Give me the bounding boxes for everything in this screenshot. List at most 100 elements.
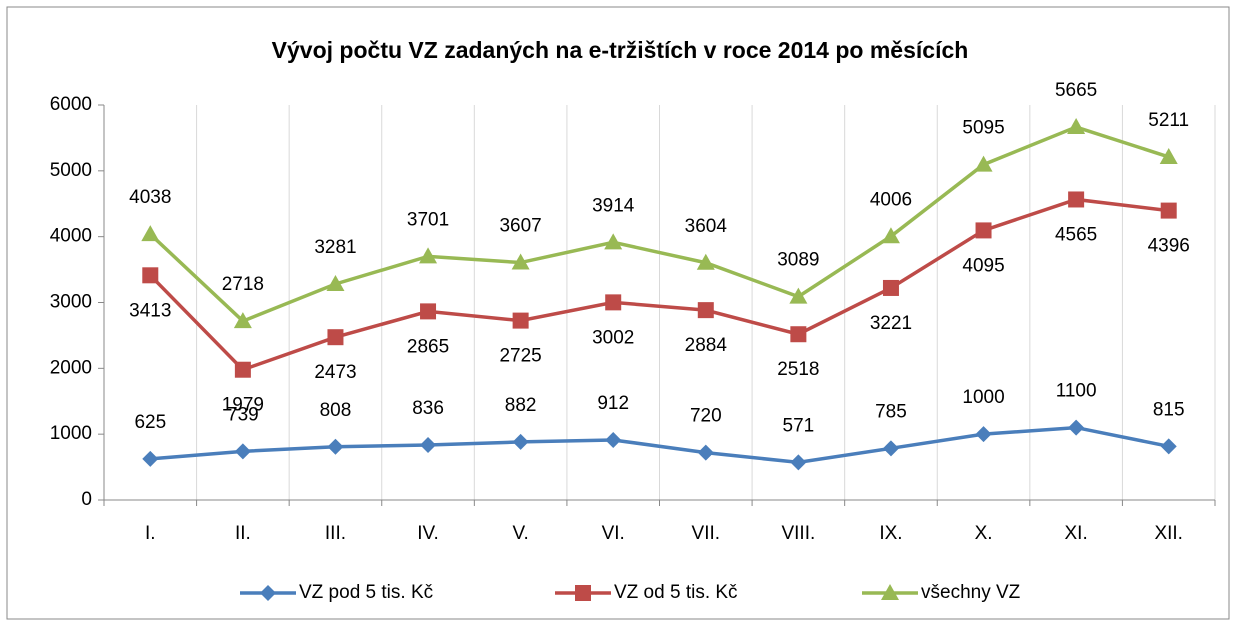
chart-title: Vývoj počtu VZ zadaných na e-tržištích v… (272, 37, 969, 63)
x-tick-label: X. (975, 523, 993, 544)
marker (327, 329, 344, 346)
data-label: 2518 (777, 359, 819, 380)
marker (141, 225, 160, 242)
marker (882, 440, 899, 457)
marker (234, 361, 251, 378)
marker (696, 253, 715, 270)
x-tick-label: II. (235, 523, 251, 544)
x-tick-label: VI. (602, 523, 625, 544)
data-label: 3089 (777, 250, 819, 271)
data-label: 5211 (1148, 110, 1189, 131)
data-label: 3413 (129, 300, 171, 321)
marker (604, 233, 623, 250)
data-label: 3002 (592, 327, 634, 348)
y-tick-label: 4000 (50, 226, 92, 247)
data-label: 1000 (962, 387, 1004, 408)
legend-label: VZ od 5 tis. Kč (614, 582, 738, 603)
marker (697, 302, 714, 319)
data-label: 815 (1153, 399, 1185, 420)
data-label: 4095 (962, 255, 1004, 276)
marker (789, 287, 808, 304)
marker (326, 275, 345, 292)
y-tick-label: 3000 (50, 292, 92, 313)
data-label: 625 (134, 412, 166, 433)
marker (420, 436, 437, 453)
x-tick-label: VIII. (781, 523, 815, 544)
data-label: 5665 (1055, 80, 1097, 101)
data-label: 808 (320, 400, 352, 421)
data-label: 5095 (962, 118, 1004, 139)
data-label: 4565 (1055, 224, 1097, 245)
x-tick-label: V. (513, 523, 529, 544)
data-label: 739 (227, 404, 259, 425)
series-line (149, 125, 1170, 324)
marker (790, 326, 807, 343)
data-label: 3701 (407, 209, 449, 230)
marker (233, 312, 252, 329)
x-tick-label: XI. (1065, 523, 1088, 544)
marker (974, 155, 993, 172)
data-label: 836 (412, 398, 444, 419)
series-line (149, 197, 1169, 372)
data-label: 3221 (870, 313, 912, 334)
data-label: 4396 (1148, 236, 1190, 257)
data-label: 785 (875, 401, 907, 422)
legend-label: všechny VZ (921, 582, 1021, 603)
marker (697, 444, 714, 461)
data-label: 720 (690, 406, 722, 427)
marker (1159, 147, 1178, 164)
marker (512, 433, 529, 450)
marker (260, 585, 276, 601)
series-line (150, 425, 1170, 465)
x-tick-label: VII. (692, 523, 721, 544)
data-label: 3604 (685, 216, 728, 237)
data-label: 912 (597, 393, 629, 414)
marker (234, 443, 251, 460)
marker (881, 227, 900, 244)
marker (327, 438, 344, 455)
marker (1067, 118, 1086, 135)
marker (790, 454, 807, 471)
x-tick-label: XII. (1154, 523, 1183, 544)
marker (142, 267, 159, 284)
data-label: 1979 (222, 395, 264, 416)
marker (511, 253, 530, 270)
marker (975, 222, 992, 239)
marker (575, 585, 591, 601)
data-label: 1100 (1056, 381, 1097, 402)
data-label: 2725 (499, 346, 541, 367)
x-tick-label: III. (325, 523, 346, 544)
y-tick-label: 0 (81, 489, 92, 510)
data-label: 4038 (129, 187, 171, 208)
y-tick-label: 5000 (50, 160, 92, 181)
data-label: 2473 (314, 362, 356, 383)
marker (142, 450, 159, 467)
marker (1068, 191, 1085, 208)
marker (512, 312, 529, 329)
data-label: 2718 (222, 274, 264, 295)
data-label: 4006 (870, 189, 912, 210)
data-label: 3914 (592, 195, 635, 216)
marker (975, 426, 992, 443)
marker (419, 247, 438, 264)
x-tick-label: I. (145, 523, 156, 544)
marker (882, 279, 899, 296)
marker (1160, 202, 1177, 219)
y-tick-label: 2000 (50, 357, 92, 378)
marker (420, 303, 437, 320)
data-label: 571 (783, 415, 815, 436)
x-tick-label: IX. (879, 523, 902, 544)
y-tick-label: 1000 (50, 423, 92, 444)
marker (1068, 419, 1085, 436)
marker (605, 431, 622, 448)
data-label: 3607 (499, 216, 541, 237)
legend-label: VZ pod 5 tis. Kč (299, 582, 433, 603)
data-label: 3281 (314, 237, 356, 258)
marker (881, 584, 899, 600)
data-label: 882 (505, 395, 537, 416)
marker (605, 294, 622, 311)
chart-frame (6, 6, 1230, 620)
data-label: 2884 (685, 335, 728, 356)
y-tick-label: 6000 (50, 94, 92, 115)
